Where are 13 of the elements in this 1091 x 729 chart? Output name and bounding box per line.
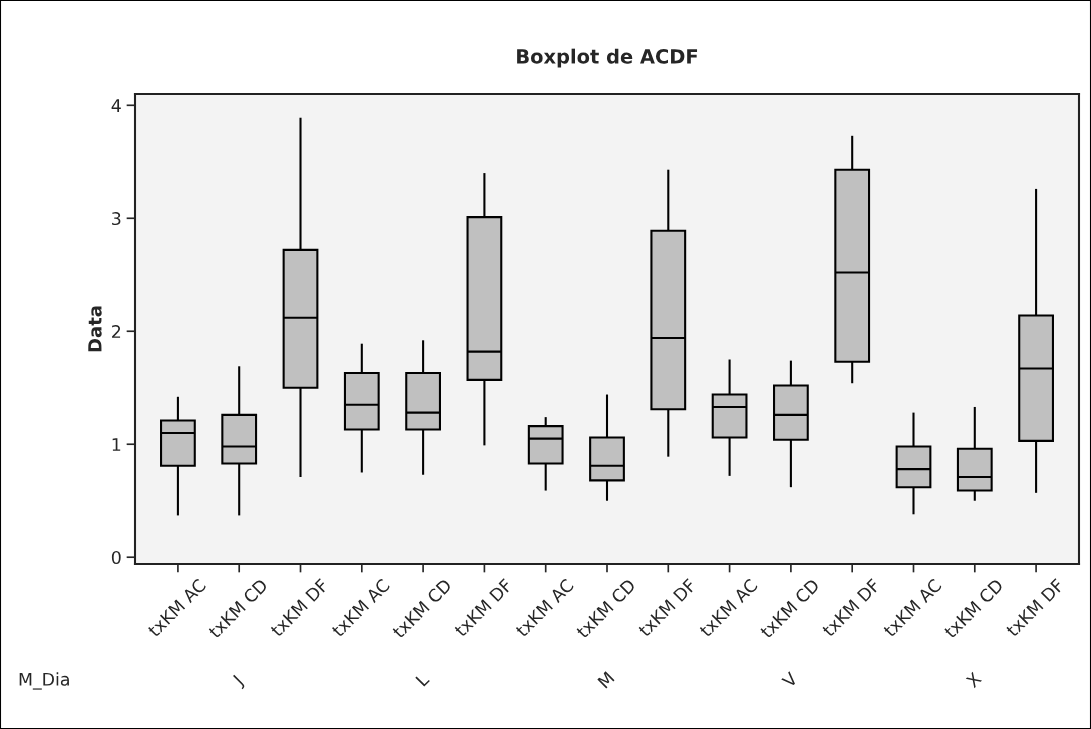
text: V (781, 671, 799, 689)
text: L (415, 672, 430, 687)
text: J (231, 674, 246, 690)
y-axis-title: Data (88, 306, 102, 352)
y-tick-label: 4 (111, 99, 121, 112)
y-tick-label: 0 (111, 550, 121, 565)
y-tick-label: 2 (112, 324, 121, 338)
y-tick-label: 1 (112, 438, 121, 451)
text: X (965, 671, 982, 689)
chart-title: Boxplot de ACDF (517, 48, 698, 68)
y-tick-label: 3 (112, 211, 121, 226)
text: M_Dia (19, 672, 69, 690)
text: M (597, 671, 615, 689)
